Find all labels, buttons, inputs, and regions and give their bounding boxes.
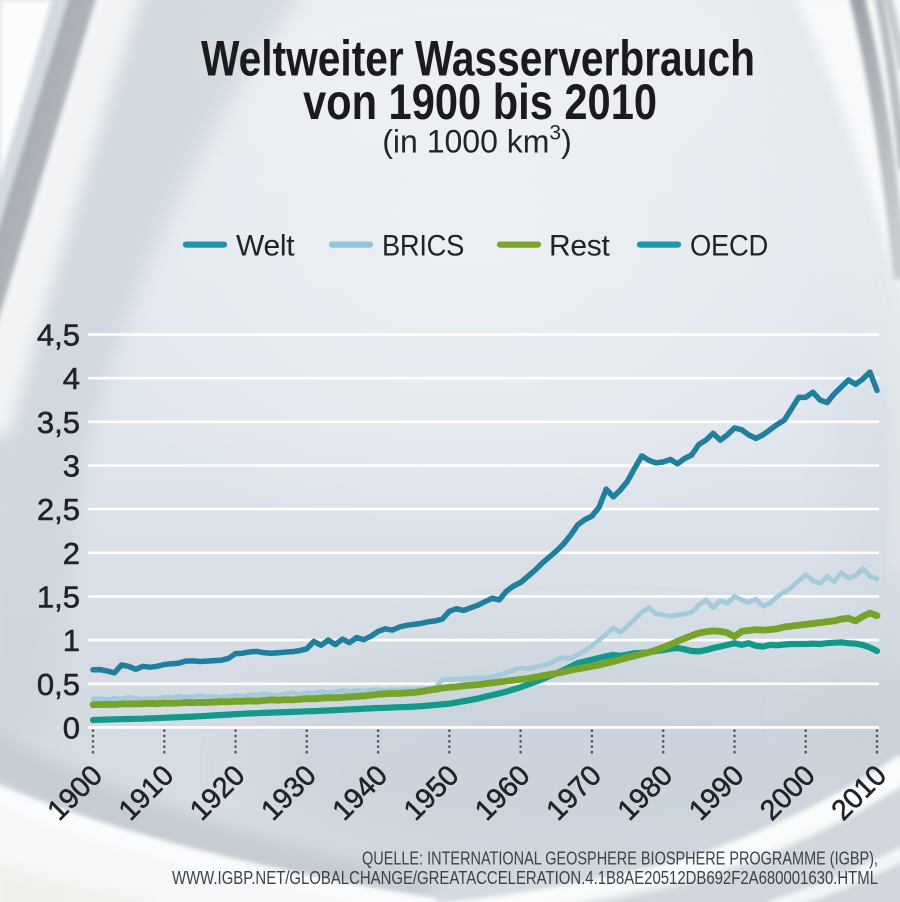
svg-text:3,5: 3,5 [37, 405, 80, 440]
svg-text:BRICS: BRICS [382, 230, 464, 263]
svg-text:2: 2 [63, 536, 80, 571]
svg-text:(in 1000 km3): (in 1000 km3) [382, 122, 572, 160]
svg-text:1: 1 [63, 623, 80, 658]
svg-text:Welt: Welt [236, 230, 295, 263]
svg-text:3: 3 [63, 449, 80, 484]
svg-text:Rest: Rest [549, 230, 610, 263]
svg-text:0: 0 [63, 710, 80, 745]
svg-text:2,5: 2,5 [37, 492, 80, 527]
svg-text:Weltweiter Wasserverbrauch: Weltweiter Wasserverbrauch [201, 31, 755, 87]
svg-text:OECD: OECD [690, 230, 768, 263]
svg-text:1,5: 1,5 [37, 580, 80, 615]
svg-text:0,5: 0,5 [37, 667, 80, 702]
svg-text:4: 4 [63, 361, 80, 396]
svg-text:von 1900 bis 2010: von 1900 bis 2010 [303, 74, 657, 130]
svg-text:WWW.IGBP.NET/GLOBALCHANGE/GREA: WWW.IGBP.NET/GLOBALCHANGE/GREATACCELERAT… [172, 868, 878, 888]
svg-text:QUELLE: INTERNATIONAL GEOSPHER: QUELLE: INTERNATIONAL GEOSPHERE BIOSPHER… [362, 849, 878, 869]
svg-text:4,5: 4,5 [37, 318, 80, 353]
